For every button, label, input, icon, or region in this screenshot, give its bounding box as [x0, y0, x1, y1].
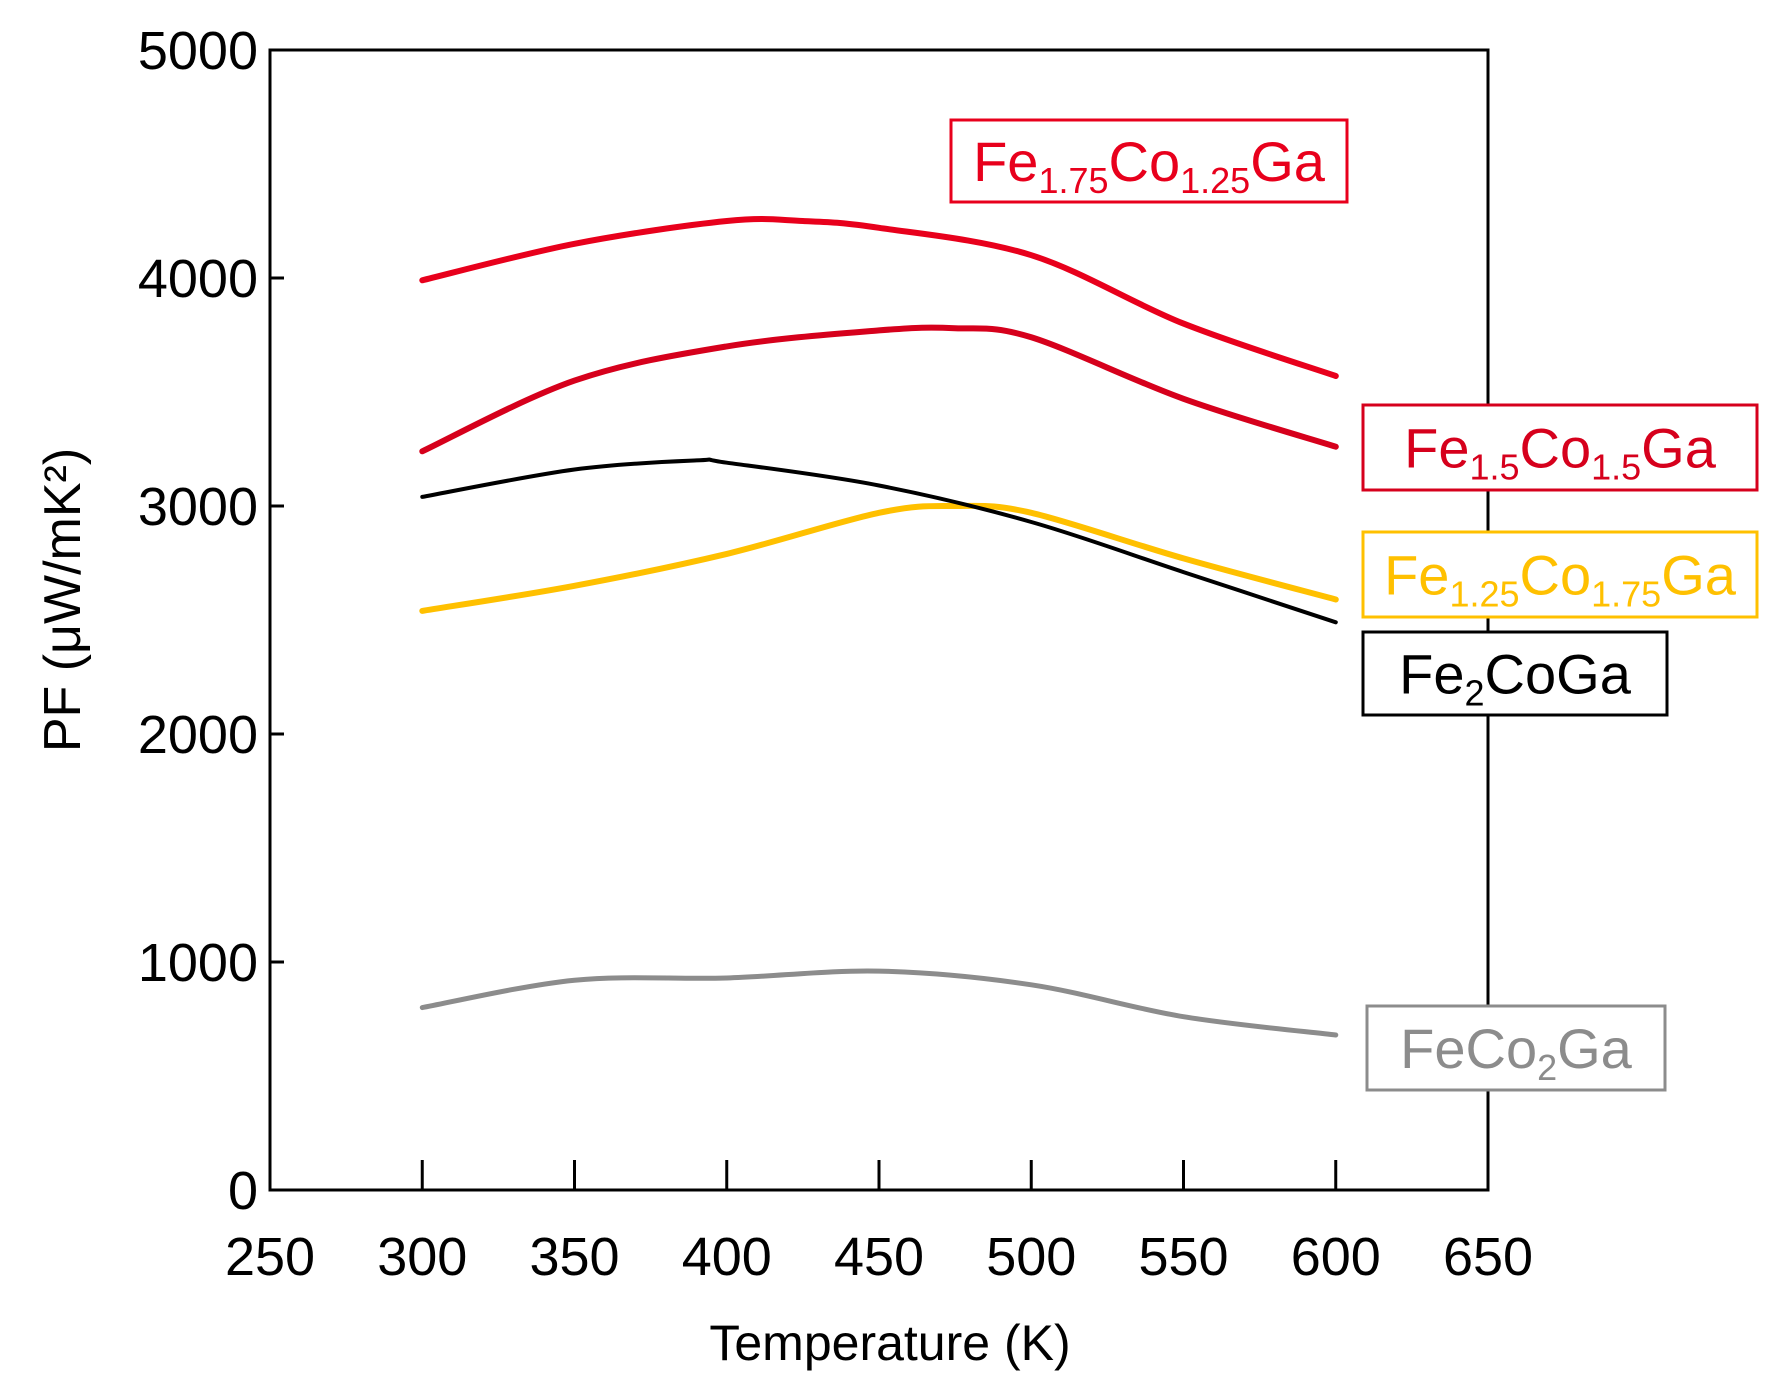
x-tick-label-450: 450 — [834, 1227, 924, 1287]
legend-box-2 — [1361, 530, 1759, 619]
series-line-4 — [419, 968, 1339, 1038]
y-tick-labels: 0 1000 2000 3000 4000 5000 — [138, 21, 258, 1221]
legend-box-0 — [949, 118, 1349, 204]
legend-box-4 — [1365, 1004, 1667, 1092]
x-minor-ticks — [420, 1160, 1338, 1190]
legend-item-1: Fe1.5Co1.5Ga — [1361, 403, 1759, 492]
legend-label-1: Fe1.5Co1.5Ga — [1404, 417, 1717, 488]
y-tick-label-3000: 3000 — [138, 477, 258, 537]
legend-item-2: Fe1.25Co1.75Ga — [1361, 530, 1759, 619]
x-tick-label-350: 350 — [529, 1227, 619, 1287]
x-tick-label-650: 650 — [1443, 1227, 1533, 1287]
x-tick-label-300: 300 — [377, 1227, 467, 1287]
legend-box-1 — [1361, 403, 1759, 492]
x-tick-label-250: 250 — [225, 1227, 315, 1287]
series-line-0 — [419, 216, 1339, 379]
x-tick-label-400: 400 — [682, 1227, 772, 1287]
legend-item-0: Fe1.75Co1.25Ga — [949, 118, 1349, 204]
y-axis-label: PF (μW/mK²) — [34, 448, 92, 752]
y-tick-label-1000: 1000 — [138, 933, 258, 993]
legend: Fe1.75Co1.25Ga Fe1.5Co1.5Ga Fe1.25Co1.75Ga… — [949, 118, 1759, 1092]
series-line-1 — [419, 324, 1339, 455]
x-tick-label-600: 600 — [1291, 1227, 1381, 1287]
y-tick-label-5000: 5000 — [138, 21, 258, 81]
legend-item-3: Fe2CoGa — [1361, 630, 1669, 717]
x-tick-label-500: 500 — [986, 1227, 1076, 1287]
legend-item-4: FeCo2Ga — [1365, 1004, 1667, 1092]
x-axis-label: Temperature (K) — [709, 1315, 1070, 1371]
y-tick-label-2000: 2000 — [138, 705, 258, 765]
y-tick-marks — [270, 48, 284, 1192]
series-lines — [419, 216, 1339, 1038]
legend-label-3: Fe2CoGa — [1399, 643, 1632, 714]
y-tick-label-0: 0 — [228, 1161, 258, 1221]
legend-box-3 — [1361, 630, 1669, 717]
series-line-2 — [419, 502, 1339, 614]
y-tick-label-4000: 4000 — [138, 249, 258, 309]
x-tick-label-550: 550 — [1138, 1227, 1228, 1287]
legend-label-0: Fe1.75Co1.25Ga — [973, 130, 1326, 201]
series-line-3 — [420, 457, 1338, 625]
legend-label-2: Fe1.25Co1.75Ga — [1384, 544, 1737, 615]
legend-label-4: FeCo2Ga — [1400, 1017, 1633, 1088]
x-tick-labels: 250 300 350 400 450 500 550 600 650 — [225, 1227, 1533, 1287]
